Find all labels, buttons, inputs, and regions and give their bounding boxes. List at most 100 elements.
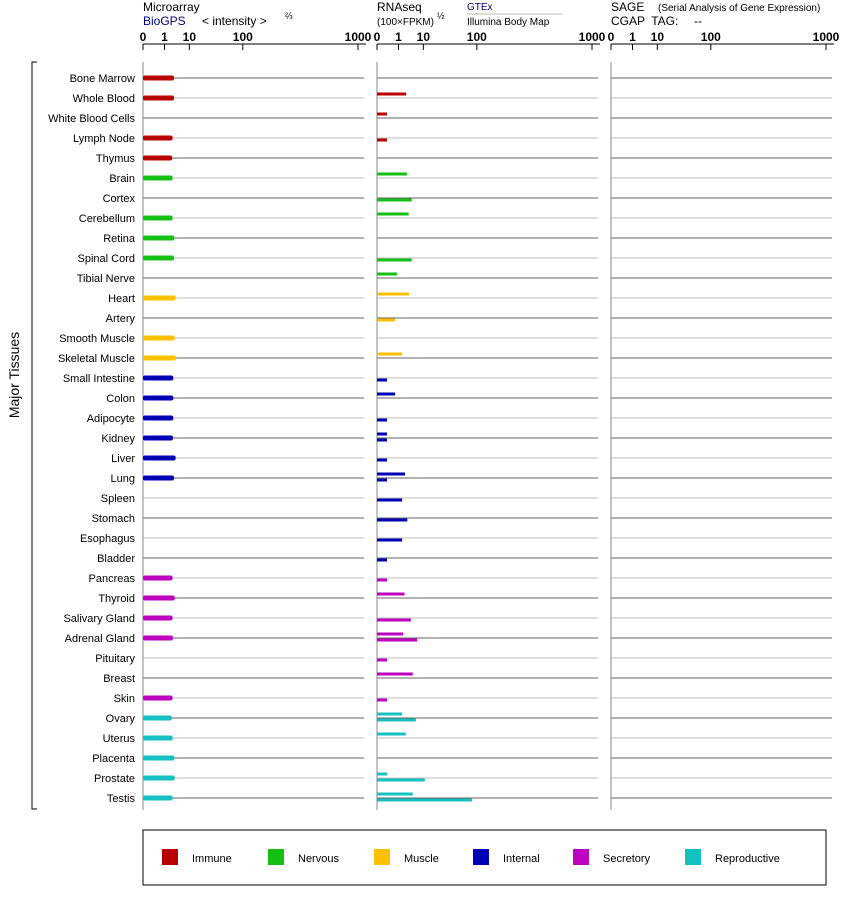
bar-illumina — [377, 518, 408, 522]
bar-illumina — [377, 478, 387, 482]
tissue-label: Retina — [103, 233, 136, 245]
bar — [143, 395, 174, 401]
x-tick-label: 1000 — [579, 30, 606, 44]
bar — [143, 75, 175, 81]
bar-illumina — [377, 318, 396, 322]
tissue-label: Spinal Cord — [78, 253, 135, 265]
tissue-label: Brain — [109, 173, 135, 185]
bar-illumina — [377, 578, 387, 582]
biogps-link[interactable]: BioGPS — [143, 14, 186, 28]
cgap-tag-label: CGAP TAG: — [611, 14, 678, 28]
legend-label: Immune — [192, 853, 232, 865]
bar-gtex — [377, 112, 387, 116]
tissue-label: Prostate — [94, 773, 135, 785]
bar — [143, 155, 173, 161]
bar-illumina — [377, 138, 387, 142]
legend-label: Muscle — [404, 853, 439, 865]
x-tick-label: 1000 — [813, 30, 840, 44]
bar — [143, 455, 176, 461]
x-tick-label: 10 — [651, 30, 665, 44]
tissue-label: Thyroid — [98, 593, 135, 605]
bar — [143, 755, 175, 761]
bar-gtex — [377, 392, 396, 396]
tissue-label: Bone Marrow — [70, 73, 135, 85]
x-tick-label: 100 — [467, 30, 487, 44]
x-tick-label: 10 — [183, 30, 197, 44]
tissue-label: Salivary Gland — [63, 613, 135, 625]
bar — [143, 375, 174, 381]
tissue-bracket — [31, 61, 37, 810]
x-tick-label: 0 — [374, 30, 381, 44]
tissue-label: Adrenal Gland — [65, 633, 135, 645]
tissue-label: Artery — [106, 313, 136, 325]
tissue-label: Uterus — [103, 733, 136, 745]
bar-gtex — [377, 592, 405, 596]
tissue-label: Whole Blood — [73, 93, 135, 105]
bar — [143, 695, 173, 701]
bar — [143, 575, 173, 581]
legend-swatch — [374, 849, 390, 865]
bar — [143, 635, 173, 641]
bar-gtex — [377, 92, 407, 96]
bar — [143, 735, 173, 741]
legend-label: Reproductive — [715, 853, 780, 865]
bar — [143, 255, 175, 261]
rnaseq-unit-exponent: ½ — [437, 11, 445, 21]
bar-illumina — [377, 658, 387, 662]
tissue-label: Cortex — [103, 193, 136, 205]
legend-swatch — [268, 849, 284, 865]
bar-illumina — [377, 198, 412, 202]
bar-illumina — [377, 418, 387, 422]
legend-label: Nervous — [298, 853, 339, 865]
gtex-link[interactable]: GTEx — [467, 2, 493, 13]
bar-illumina — [377, 618, 411, 622]
tissue-label: Cerebellum — [79, 213, 135, 225]
x-tick-label: 10 — [417, 30, 431, 44]
bar-illumina — [377, 778, 425, 782]
legend-swatch — [685, 849, 701, 865]
tissue-label: Adipocyte — [87, 413, 135, 425]
bar — [143, 95, 175, 101]
tissue-label: Pituitary — [95, 653, 135, 665]
bar-illumina — [377, 498, 403, 502]
sage-title: SAGE — [611, 0, 644, 14]
bar-illumina — [377, 698, 387, 702]
tissue-label: Spleen — [101, 493, 135, 505]
legend-swatch — [573, 849, 589, 865]
tissue-label: Heart — [108, 293, 135, 305]
bar — [143, 175, 173, 181]
legend-swatch — [473, 849, 489, 865]
tissue-label: Kidney — [101, 433, 135, 445]
bar-illumina — [377, 378, 387, 382]
panel-rnaseq: 0 1 10 100 1000 — [374, 30, 606, 810]
x-tick-label: 1000 — [345, 30, 372, 44]
bar — [143, 355, 176, 361]
tissue-label: Skeletal Muscle — [58, 353, 135, 365]
sage-title-note: (Serial Analysis of Gene Expression) — [658, 3, 820, 14]
bar-illumina — [377, 258, 412, 262]
rnaseq-title: RNAseq — [377, 0, 422, 14]
x-tick-label: 1 — [629, 30, 636, 44]
bar-illumina — [377, 438, 387, 442]
bar-gtex — [377, 272, 397, 276]
legend-label: Internal — [503, 853, 540, 865]
bar-gtex — [377, 712, 403, 716]
bar — [143, 295, 176, 301]
tissue-label: Smooth Muscle — [59, 333, 135, 345]
bar-gtex — [377, 212, 409, 216]
microarray-scale-label: < intensity > — [202, 14, 267, 28]
bar-gtex — [377, 172, 407, 176]
bar-gtex — [377, 632, 404, 636]
microarray-scale-exponent: ⅔ — [285, 11, 293, 21]
bar-gtex — [377, 732, 406, 736]
rnaseq-unit: (100×FPKM) — [377, 17, 434, 28]
y-axis-label: Major Tissues — [6, 332, 22, 418]
tissue-label: White Blood Cells — [48, 113, 135, 125]
tissue-label: Esophagus — [80, 533, 136, 545]
bar-gtex — [377, 432, 387, 436]
bar — [143, 715, 172, 721]
tissue-label: Stomach — [92, 513, 135, 525]
tissue-label: Placenta — [92, 753, 136, 765]
legend-label: Secretory — [603, 853, 651, 865]
